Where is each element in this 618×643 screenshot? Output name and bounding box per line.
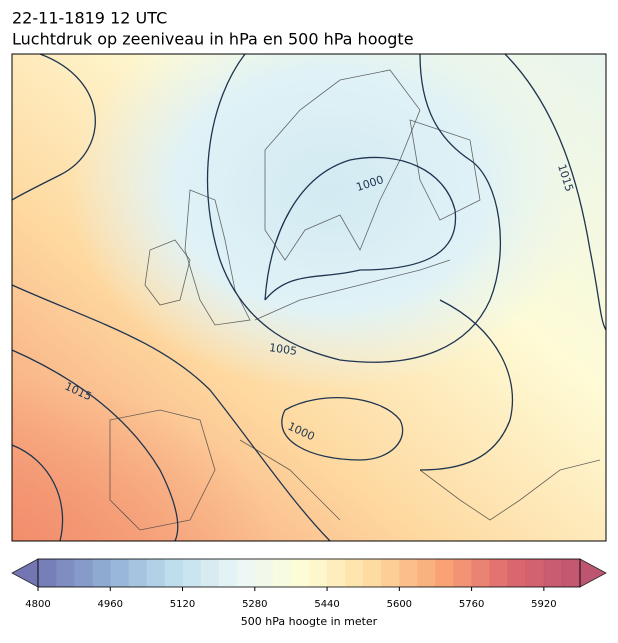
colorbar-box bbox=[164, 559, 183, 587]
colorbar-box bbox=[254, 559, 274, 587]
colorbar-box bbox=[92, 559, 111, 587]
colorbar-extend-high bbox=[579, 558, 607, 588]
colorbar-box bbox=[561, 559, 581, 587]
colorbar-box bbox=[290, 559, 310, 587]
colorbar-box bbox=[309, 559, 328, 587]
colorbar-tick-label: 5120 bbox=[170, 599, 195, 610]
colorbar-box bbox=[507, 559, 527, 587]
colorbar-box bbox=[128, 559, 147, 587]
colorbar-tick-label: 4800 bbox=[25, 599, 50, 610]
colorbar-tick-label: 5440 bbox=[314, 599, 339, 610]
colorbar-tick-label: 5600 bbox=[387, 599, 412, 610]
colorbar-box bbox=[471, 559, 490, 587]
colorbar-box bbox=[399, 559, 418, 587]
colorbar-box bbox=[435, 559, 454, 587]
colorbar-box bbox=[236, 559, 256, 587]
isobar-label: 1005 bbox=[268, 341, 298, 358]
colorbar-box bbox=[453, 559, 472, 587]
colorbar-box bbox=[327, 559, 346, 587]
colorbar-box bbox=[218, 559, 238, 587]
colorbar-box bbox=[363, 559, 382, 587]
colorbar-box bbox=[56, 559, 75, 587]
colorbar-tick-label: 5760 bbox=[459, 599, 484, 610]
colorbar-box bbox=[200, 559, 219, 587]
colorbar-box bbox=[272, 559, 292, 587]
colorbar-label: 500 hPa hoogte in meter bbox=[241, 615, 378, 628]
colorbar-box bbox=[38, 559, 57, 587]
colorbar-box bbox=[146, 559, 165, 587]
colorbar-box bbox=[417, 559, 436, 587]
colorbar-box bbox=[182, 559, 201, 587]
colorbar-box bbox=[74, 559, 93, 587]
colorbar-tick-label: 4960 bbox=[98, 599, 123, 610]
colorbar-box bbox=[381, 559, 400, 587]
colorbar-frame bbox=[37, 558, 581, 588]
colorbar-box bbox=[525, 559, 545, 587]
colorbar-box bbox=[543, 559, 563, 587]
colorbar-box bbox=[110, 559, 129, 587]
title: Luchtdruk op zeeniveau in hPa en 500 hPa… bbox=[12, 30, 414, 49]
colorbar-box bbox=[345, 559, 364, 587]
datetime: 22-11-1819 12 UTC bbox=[12, 9, 167, 28]
colorbar-tick-label: 5920 bbox=[531, 599, 556, 610]
colorbar-box bbox=[489, 559, 509, 587]
colorbar: 4800 4960 5120 5280 5440 5600 5760 5920 500 hPa … bbox=[11, 558, 607, 628]
map-frame bbox=[11, 53, 607, 542]
colorbar-extend-low bbox=[11, 558, 39, 588]
colorbar-tick-label: 5280 bbox=[242, 599, 267, 610]
